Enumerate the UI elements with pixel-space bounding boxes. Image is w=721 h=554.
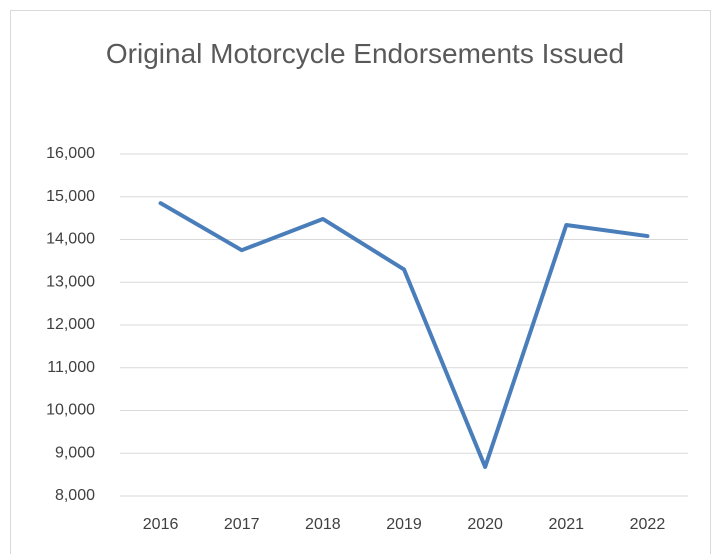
chart-title: Original Motorcycle Endorsements Issued: [105, 38, 625, 69]
x-tick-label: 2016: [143, 516, 179, 533]
x-tick-label: 2019: [386, 516, 422, 533]
y-tick-label: 13,000: [46, 273, 95, 290]
y-tick-label: 10,000: [46, 402, 95, 419]
y-tick-label: 12,000: [46, 316, 95, 333]
y-tick-label: 14,000: [46, 231, 95, 248]
x-tick-label: 2020: [467, 516, 503, 533]
x-tick-label: 2022: [630, 516, 666, 533]
y-tick-label: 9,000: [55, 444, 95, 461]
y-tick-label: 11,000: [47, 359, 95, 376]
y-tick-label: 15,000: [46, 188, 95, 205]
x-tick-label: 2018: [305, 516, 341, 533]
x-tick-label: 2021: [548, 516, 584, 533]
x-tick-label: 2017: [224, 516, 260, 533]
chart-border: [10, 10, 711, 554]
y-tick-label: 8,000: [55, 487, 95, 504]
y-tick-label: 16,000: [46, 145, 95, 162]
line-series: [158, 201, 650, 469]
